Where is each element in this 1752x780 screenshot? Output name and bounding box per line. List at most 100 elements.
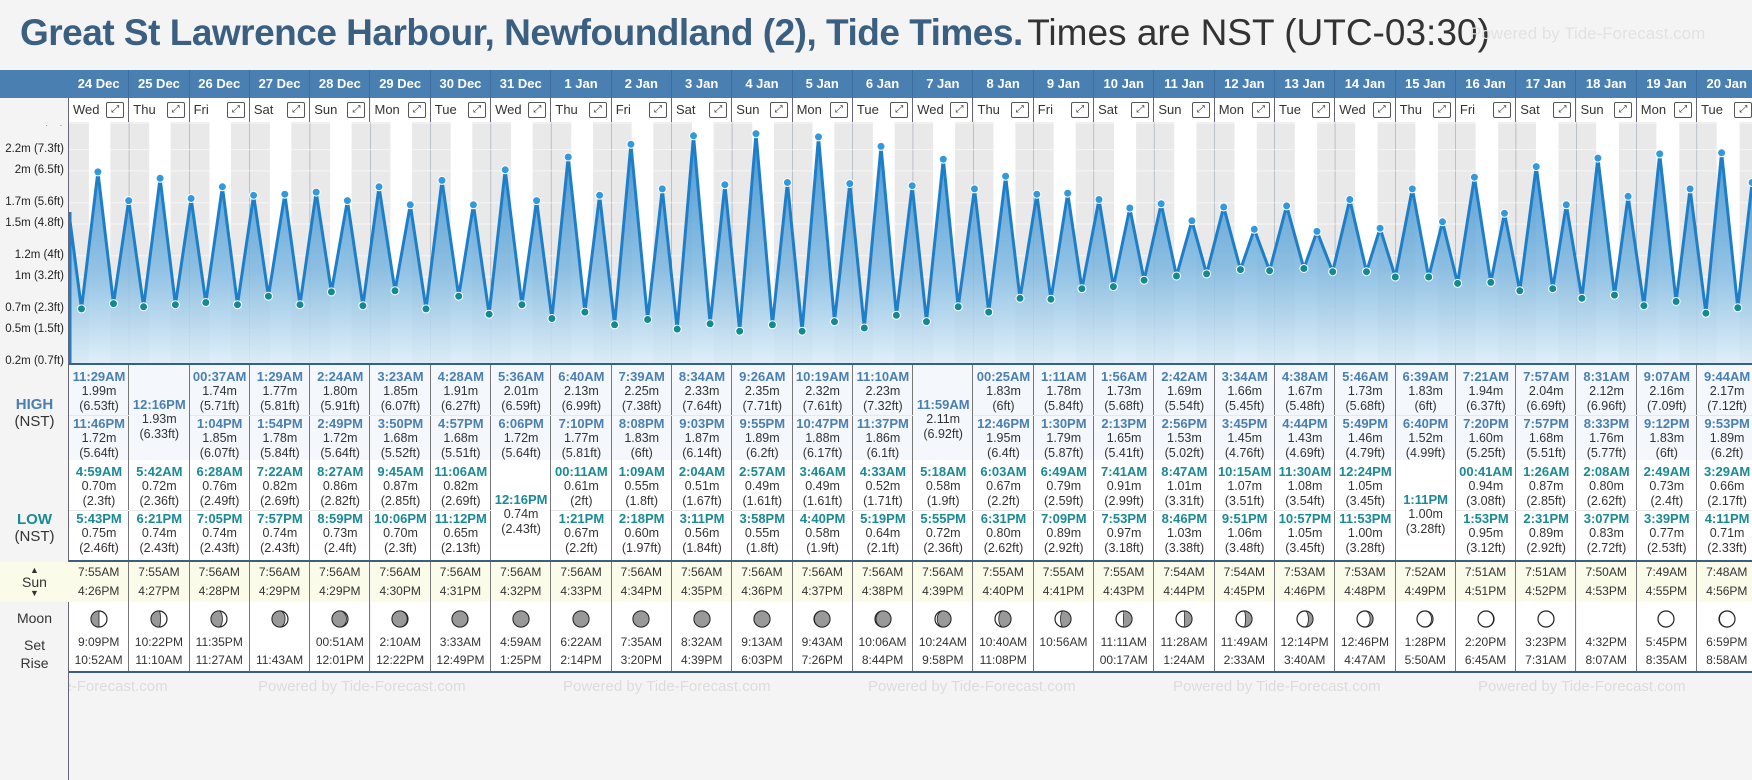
high-tide-cell: 3:34AM 1.66m (5.45ft) 3:45PM 1.45m (4.76ft) (1214, 365, 1275, 460)
sun-cell: 7:49AM 4:55PM (1636, 562, 1698, 602)
low-tide-time: 10:15AM (1217, 464, 1272, 479)
expand-icon[interactable]: ⤢ (106, 102, 125, 118)
high-tide-height-ft: (5.64ft) (79, 446, 119, 460)
moon-phase-icon (732, 602, 791, 633)
sunset-time: 4:40PM (982, 584, 1024, 598)
high-tide-height-m: 1.73m (1347, 384, 1383, 398)
expand-icon[interactable]: ⤢ (226, 102, 245, 118)
expand-icon[interactable]: ⤢ (1131, 102, 1150, 118)
expand-icon[interactable]: ⤢ (1071, 102, 1090, 118)
low-tide-entry: 3:46AM 0.49m (1.61ft) (793, 464, 853, 509)
low-tide-entry: 9:51PM 1.06m (3.48ft) (1214, 510, 1275, 556)
expand-icon[interactable]: ⤢ (1674, 102, 1693, 118)
date-header: 7 Jan (913, 70, 974, 98)
watermark: Powered by Tide-Forecast.com (1470, 24, 1706, 43)
high-tide-point (1001, 171, 1011, 181)
moonrise-time: 1:24AM (1163, 653, 1205, 667)
high-tide-height-m: 2.25m (624, 384, 660, 398)
moonset-time: 3:33AM (439, 635, 482, 649)
expand-icon[interactable]: ⤢ (347, 102, 366, 118)
expand-icon[interactable]: ⤢ (1010, 102, 1029, 118)
expand-icon[interactable]: ⤢ (1734, 102, 1752, 118)
low-tide-height-m: 0.82m (443, 479, 479, 493)
low-tide-time: 1:21PM (558, 511, 605, 526)
expand-icon[interactable]: ⤢ (588, 102, 607, 118)
moon-phase-icon (1335, 602, 1394, 633)
high-tide-cell: 11:29AM 1.99m (6.53ft) 11:46PM 1.72m (5.64ft) (69, 365, 130, 460)
expand-icon[interactable]: ⤢ (890, 102, 909, 118)
high-tide-height-m: 1.80m (322, 384, 358, 398)
low-tide-height-m: 0.70m (81, 479, 117, 493)
moon-phase-icon (1154, 602, 1213, 633)
expand-icon[interactable]: ⤢ (1613, 102, 1632, 118)
expand-icon[interactable]: ⤢ (1312, 102, 1331, 118)
high-label: HIGH (NST) (0, 396, 69, 430)
high-tide-cell: 10:19AM 2.32m (7.61ft) 10:47PM 1.88m (6.17ft) (792, 365, 853, 460)
day-of-week: Wed (917, 102, 944, 117)
low-tide-point (610, 320, 620, 330)
expand-icon[interactable]: ⤢ (1251, 102, 1270, 118)
expand-icon[interactable]: ⤢ (1372, 102, 1391, 118)
high-tide-point (1187, 216, 1197, 226)
sun-cell: 7:55AM 4:26PM (69, 562, 130, 602)
low-tide-height-m: 0.86m (322, 479, 358, 493)
y-tick-label: 0.2m (0.7ft) (5, 355, 64, 367)
day-of-week: Mon (1218, 102, 1244, 117)
low-tide-height-m: 0.70m (383, 526, 418, 540)
expand-icon[interactable]: ⤢ (769, 102, 788, 118)
expand-icon[interactable]: ⤢ (407, 102, 426, 118)
low-tide-height-m: 0.95m (1468, 526, 1504, 540)
sun-cell: 7:55AM 4:43PM (1094, 562, 1155, 602)
expand-icon[interactable]: ⤢ (648, 102, 667, 118)
low-tide-time: 6:21PM (136, 511, 183, 526)
low-tide-entry: 7:09PM 0.89m (2.92ft) (1033, 510, 1094, 556)
expand-icon[interactable]: ⤢ (709, 102, 728, 118)
low-tide-time: 2:49AM (1643, 464, 1690, 479)
expand-icon[interactable]: ⤢ (528, 102, 547, 118)
low-tide-time: 8:46PM (1161, 511, 1208, 526)
low-tide-height-ft: (2.3ft) (384, 541, 417, 555)
expand-icon[interactable]: ⤢ (1191, 102, 1210, 118)
low-tide-time: 9:51PM (1221, 511, 1268, 526)
high-tide-entry: 2:56PM 1.53m (5.02ft) (1154, 415, 1215, 461)
high-tide-cell: 5:46AM 1.73m (5.68ft) 5:49PM 1.46m (4.79ft) (1335, 365, 1396, 460)
high-tide-height-m: 1.68m (383, 431, 418, 445)
day-of-week: Fri (193, 102, 209, 117)
moonset-time: 2:20PM (1464, 635, 1507, 649)
expand-icon[interactable]: ⤢ (1493, 102, 1512, 118)
moon-cell: 10:56AM (1033, 602, 1095, 671)
high-tide-cell: 1:11AM 1.78m (5.84ft) 1:30PM 1.79m (5.87ft) (1033, 365, 1095, 460)
expand-icon[interactable]: ⤢ (468, 102, 487, 118)
low-tide-height-ft: (2ft) (570, 494, 593, 508)
low-tide-entry: 5:42AM 0.72m (2.36ft) (129, 464, 189, 509)
high-tide-time: 5:49PM (1342, 416, 1389, 431)
moonrise-time: 1:25PM (500, 653, 542, 667)
low-tide-height-m: 0.76m (202, 479, 237, 493)
high-tide-point (1407, 184, 1417, 194)
sunrise-time: 7:51AM (1525, 565, 1567, 579)
low-tide-entry: 2:49AM 0.73m (2.4ft) (1637, 464, 1697, 509)
high-tide-cell: 7:39AM 2.25m (7.38ft) 8:08PM 1.83m (6ft) (611, 365, 672, 460)
low-tide-point (1577, 293, 1587, 303)
high-tide-height-ft: (6.96ft) (1586, 399, 1627, 413)
high-tide-height-ft: (6.14ft) (682, 446, 722, 460)
high-tide-point (186, 194, 196, 203)
expand-icon[interactable]: ⤢ (287, 102, 306, 118)
low-tide-height-ft: (2.46ft) (79, 541, 119, 555)
date-header: 25 Dec (129, 70, 190, 98)
expand-icon[interactable]: ⤢ (829, 102, 848, 118)
low-tide-time: 3:46AM (799, 464, 846, 479)
expand-icon[interactable]: ⤢ (1553, 102, 1572, 118)
expand-icon[interactable]: ⤢ (950, 102, 969, 118)
high-tide-height-m: 1.95m (986, 431, 1021, 445)
expand-icon[interactable]: ⤢ (166, 102, 185, 118)
high-tide-height-ft: (5.77ft) (1586, 446, 1627, 460)
high-tide-height-ft: (7.32ft) (863, 399, 903, 413)
high-tide-height-ft: (5.84ft) (1043, 399, 1084, 413)
moon-phase-icon (1034, 602, 1093, 633)
moon-row-border (0, 671, 1752, 673)
high-tide-height-ft: (6.17ft) (802, 446, 843, 460)
low-label-tz: (NST) (14, 528, 55, 545)
expand-icon[interactable]: ⤢ (1432, 102, 1451, 118)
high-tide-point (563, 152, 573, 162)
